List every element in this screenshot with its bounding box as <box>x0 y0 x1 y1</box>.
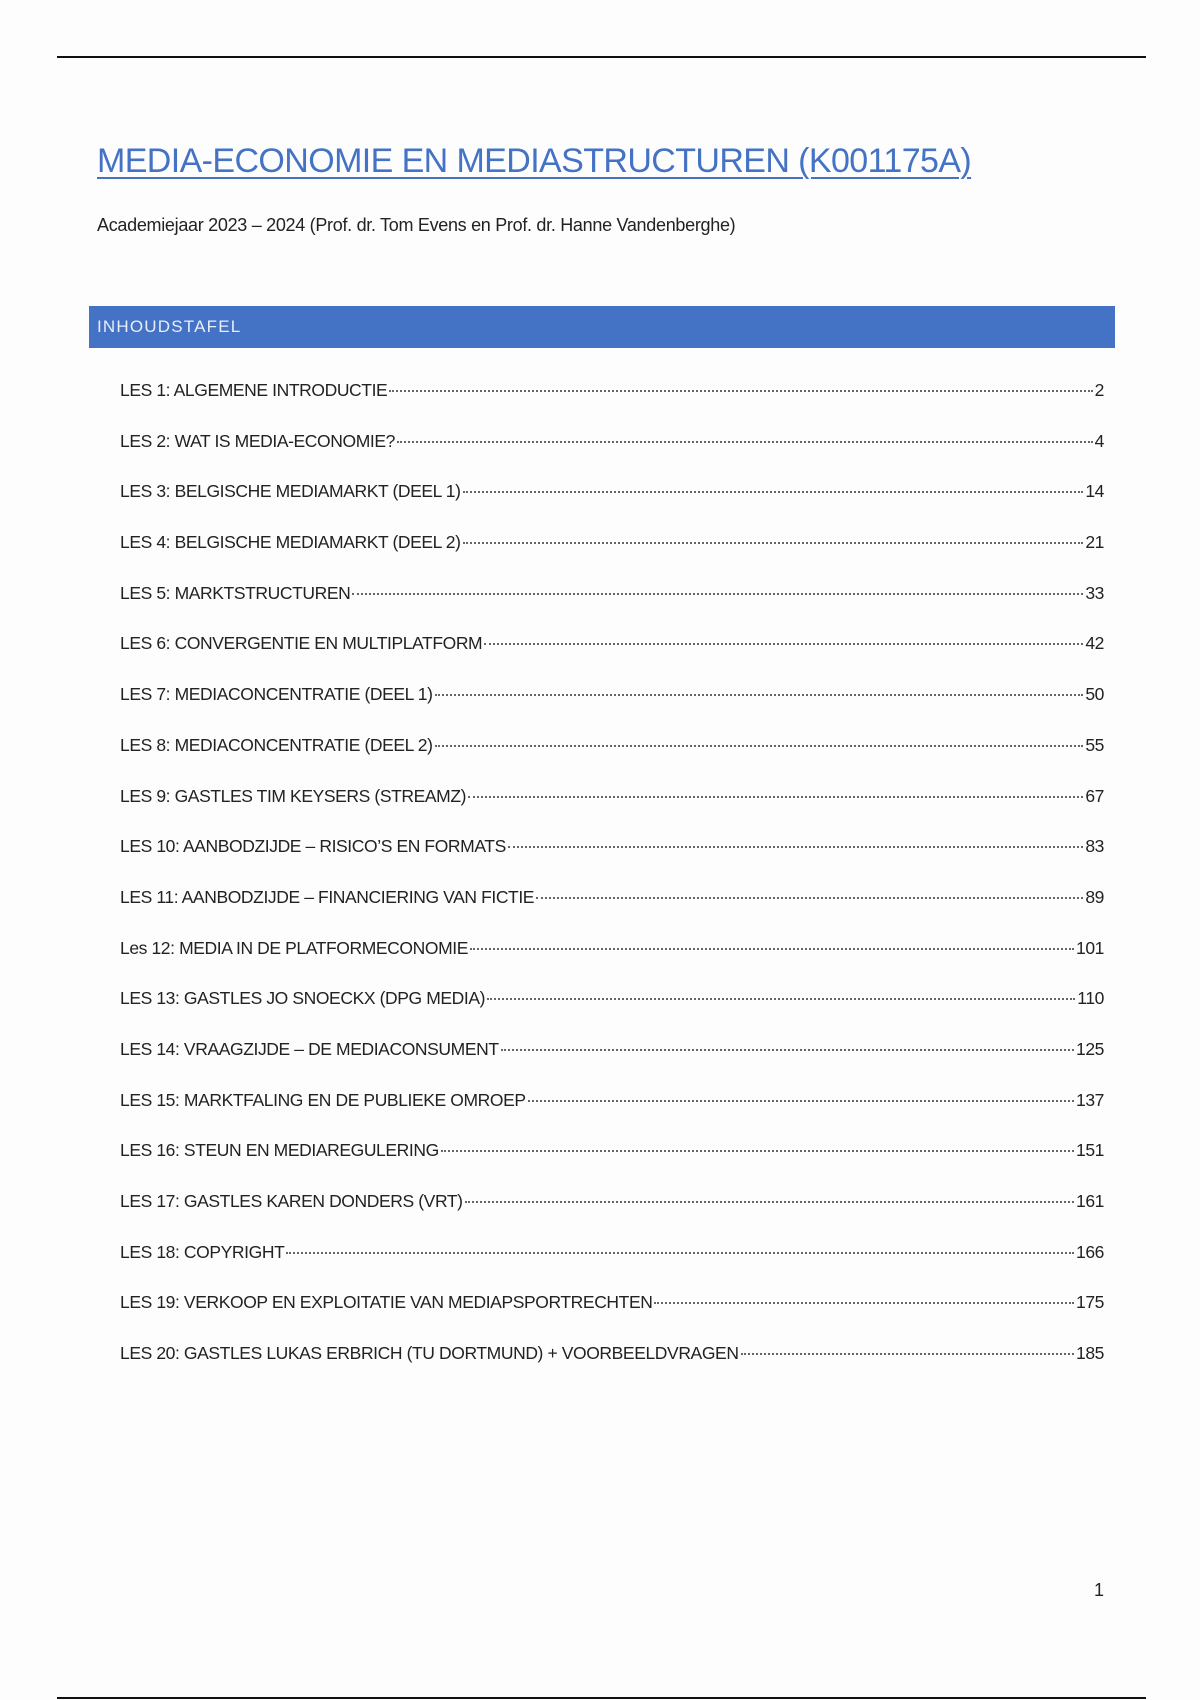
toc-leader-dots <box>462 491 1084 494</box>
table-of-contents: LES 1: ALGEMENE INTRODUCTIE 2 LES 2: WAT I… <box>120 380 1104 1394</box>
toc-entry-page: 185 <box>1076 1343 1104 1364</box>
header-rule <box>57 56 1146 58</box>
toc-entry-page: 110 <box>1077 988 1104 1009</box>
toc-heading: INHOUDSTAFEL <box>97 317 242 336</box>
toc-entry-label: LES 13: GASTLES JO SNOECKX (DPG MEDIA) <box>120 988 486 1009</box>
document-title: MEDIA-ECONOMIE EN MEDIASTRUCTUREN (K0011… <box>97 142 972 180</box>
toc-entry[interactable]: LES 15: MARKTFALING EN DE PUBLIEKE OMROE… <box>120 1090 1104 1141</box>
toc-entry[interactable]: LES 9: GASTLES TIM KEYSERS (STREAMZ) 67 <box>120 786 1104 837</box>
toc-leader-dots <box>468 795 1084 798</box>
toc-leader-dots <box>487 998 1076 1001</box>
toc-entry-label: LES 20: GASTLES LUKAS ERBRICH (TU DORTMU… <box>120 1343 739 1364</box>
toc-leader-dots <box>470 947 1074 950</box>
toc-entry[interactable]: LES 17: GASTLES KAREN DONDERS (VRT) 161 <box>120 1191 1104 1242</box>
toc-entry-label: LES 14: VRAAGZIJDE – DE MEDIACONSUMENT <box>120 1038 499 1059</box>
toc-entry-page: 137 <box>1076 1089 1104 1110</box>
toc-entry[interactable]: LES 2: WAT IS MEDIA-ECONOMIE? 4 <box>120 431 1104 482</box>
toc-entry[interactable]: LES 20: GASTLES LUKAS ERBRICH (TU DORTMU… <box>120 1343 1104 1394</box>
toc-entry-label: LES 4: BELGISCHE MEDIAMARKT (DEEL 2) <box>120 532 461 553</box>
toc-leader-dots <box>484 643 1084 646</box>
toc-entry-page: 161 <box>1076 1191 1104 1211</box>
toc-heading-banner: INHOUDSTAFEL <box>89 306 1115 348</box>
toc-entry-page: 175 <box>1076 1292 1104 1313</box>
toc-entry-page: 55 <box>1085 734 1104 755</box>
toc-entry-page: 4 <box>1094 430 1105 451</box>
toc-leader-dots <box>434 744 1084 747</box>
toc-entry[interactable]: LES 10: AANBODZIJDE – RISICO’S EN FORMAT… <box>120 836 1104 887</box>
toc-entry[interactable]: LES 4: BELGISCHE MEDIAMARKT (DEEL 2) 21 <box>120 532 1104 583</box>
toc-leader-dots <box>500 1048 1074 1051</box>
toc-entry-label: LES 18: COPYRIGHT <box>120 1241 285 1262</box>
toc-entry-label: Les 12: MEDIA IN DE PLATFORMECONOMIE <box>120 937 468 958</box>
toc-entry[interactable]: LES 5: MARKTSTRUCTUREN 33 <box>120 583 1104 634</box>
toc-entry[interactable]: LES 16: STEUN EN MEDIAREGULERING 151 <box>120 1140 1104 1191</box>
toc-leader-dots <box>740 1353 1074 1356</box>
toc-entry-page: 14 <box>1085 481 1104 502</box>
toc-leader-dots <box>434 694 1084 697</box>
toc-entry-label: LES 9: GASTLES TIM KEYSERS (STREAMZ) <box>120 785 467 806</box>
toc-entry-label: LES 16: STEUN EN MEDIAREGULERING <box>120 1140 439 1161</box>
toc-entry-page: 89 <box>1085 886 1104 907</box>
toc-entry-label: LES 17: GASTLES KAREN DONDERS (VRT) <box>120 1191 463 1211</box>
toc-entry-page: 101 <box>1076 937 1104 958</box>
toc-entry-page: 2 <box>1094 380 1105 400</box>
toc-entry[interactable]: LES 8: MEDIACONCENTRATIE (DEEL 2) 55 <box>120 735 1104 786</box>
toc-entry[interactable]: LES 7: MEDIACONCENTRATIE (DEEL 1) 50 <box>120 684 1104 735</box>
toc-entry[interactable]: LES 3: BELGISCHE MEDIAMARKT (DEEL 1) 14 <box>120 481 1104 532</box>
page-number: 1 <box>1094 1580 1105 1600</box>
toc-entry-label: LES 2: WAT IS MEDIA-ECONOMIE? <box>120 430 395 451</box>
footer-rule <box>57 1697 1146 1699</box>
toc-entry-label: LES 1: ALGEMENE INTRODUCTIE <box>120 380 388 400</box>
toc-leader-dots <box>352 592 1084 595</box>
toc-entry[interactable]: LES 18: COPYRIGHT 166 <box>120 1242 1104 1293</box>
toc-entry-page: 67 <box>1085 785 1104 806</box>
toc-entry-label: LES 5: MARKTSTRUCTUREN <box>120 582 351 603</box>
toc-leader-dots <box>396 440 1093 443</box>
toc-entry[interactable]: LES 1: ALGEMENE INTRODUCTIE 2 <box>120 380 1104 431</box>
toc-entry[interactable]: Les 12: MEDIA IN DE PLATFORMECONOMIE 101 <box>120 938 1104 989</box>
toc-entry[interactable]: LES 13: GASTLES JO SNOECKX (DPG MEDIA) 11… <box>120 988 1104 1039</box>
toc-leader-dots <box>286 1251 1074 1254</box>
toc-entry-page: 166 <box>1076 1241 1104 1262</box>
toc-entry-label: LES 3: BELGISCHE MEDIAMARKT (DEEL 1) <box>120 481 461 502</box>
toc-entry-page: 125 <box>1076 1038 1104 1059</box>
toc-entry-label: LES 15: MARKTFALING EN DE PUBLIEKE OMROE… <box>120 1089 526 1110</box>
toc-entry-page: 83 <box>1085 836 1104 857</box>
toc-entry-label: LES 10: AANBODZIJDE – RISICO’S EN FORMAT… <box>120 836 506 857</box>
toc-entry-page: 50 <box>1085 684 1104 705</box>
toc-entry[interactable]: LES 19: VERKOOP EN EXPLOITATIE VAN MEDIA… <box>120 1292 1104 1343</box>
toc-entry[interactable]: LES 14: VRAAGZIJDE – DE MEDIACONSUMENT 12… <box>120 1039 1104 1090</box>
toc-entry-label: LES 11: AANBODZIJDE – FINANCIERING VAN F… <box>120 886 535 907</box>
toc-leader-dots <box>389 390 1093 392</box>
toc-entry[interactable]: LES 6: CONVERGENTIE EN MULTIPLATFORM 42 <box>120 633 1104 684</box>
toc-entry-label: LES 7: MEDIACONCENTRATIE (DEEL 1) <box>120 684 433 705</box>
toc-entry-page: 42 <box>1085 633 1104 654</box>
toc-entry-page: 33 <box>1085 582 1104 603</box>
toc-entry-label: LES 19: VERKOOP EN EXPLOITATIE VAN MEDIA… <box>120 1292 653 1313</box>
toc-entry-label: LES 6: CONVERGENTIE EN MULTIPLATFORM <box>120 633 483 654</box>
toc-leader-dots <box>464 1201 1074 1203</box>
toc-entry-page: 151 <box>1076 1140 1104 1161</box>
toc-leader-dots <box>527 1099 1074 1102</box>
toc-leader-dots <box>507 846 1084 849</box>
toc-leader-dots <box>440 1150 1074 1153</box>
toc-entry-label: LES 8: MEDIACONCENTRATIE (DEEL 2) <box>120 734 433 755</box>
toc-entry[interactable]: LES 11: AANBODZIJDE – FINANCIERING VAN F… <box>120 887 1104 938</box>
document-subtitle: Academiejaar 2023 – 2024 (Prof. dr. Tom … <box>97 215 736 235</box>
toc-leader-dots <box>536 896 1084 899</box>
toc-leader-dots <box>654 1302 1074 1305</box>
toc-leader-dots <box>462 542 1084 545</box>
toc-entry-page: 21 <box>1085 532 1104 553</box>
